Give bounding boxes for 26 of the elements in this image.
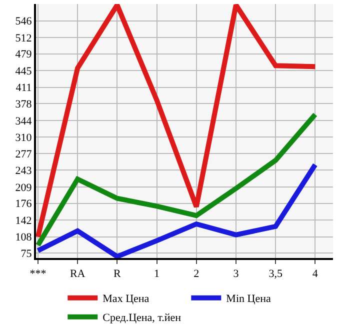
y-tick-label: 310 bbox=[15, 132, 32, 144]
y-tick-label: 142 bbox=[15, 214, 32, 227]
y-tick-label: 411 bbox=[16, 82, 32, 94]
y-tick-label: 176 bbox=[15, 198, 32, 210]
y-tick-label: 512 bbox=[15, 32, 32, 44]
y-tick-label: 479 bbox=[15, 48, 32, 61]
x-tick-label: 4 bbox=[312, 268, 318, 280]
legend-label: Сред.Цена, т.йен bbox=[102, 312, 182, 324]
y-tick-label: 546 bbox=[15, 16, 32, 28]
x-tick-label: R bbox=[114, 268, 122, 280]
y-tick-label: 75 bbox=[20, 248, 32, 260]
x-tick-label: RA bbox=[70, 268, 86, 280]
legend-label: Min Цена bbox=[226, 293, 271, 306]
y-tick-label: 108 bbox=[15, 232, 32, 244]
x-tick-label: *** bbox=[30, 268, 46, 280]
y-tick-label: 445 bbox=[15, 65, 32, 78]
x-tick-label: 3 bbox=[233, 268, 240, 280]
x-tick-label: 2 bbox=[194, 268, 200, 280]
y-tick-label: 277 bbox=[15, 148, 32, 160]
x-tick-label: 3,5 bbox=[268, 268, 283, 280]
y-tick-label: 344 bbox=[15, 115, 32, 128]
y-tick-label: 378 bbox=[15, 98, 32, 110]
legend-label: Max Цена bbox=[102, 293, 150, 306]
y-tick-label: 209 bbox=[15, 182, 32, 194]
y-tick-label: 243 bbox=[15, 165, 32, 178]
x-tick-label: 1 bbox=[154, 268, 160, 280]
